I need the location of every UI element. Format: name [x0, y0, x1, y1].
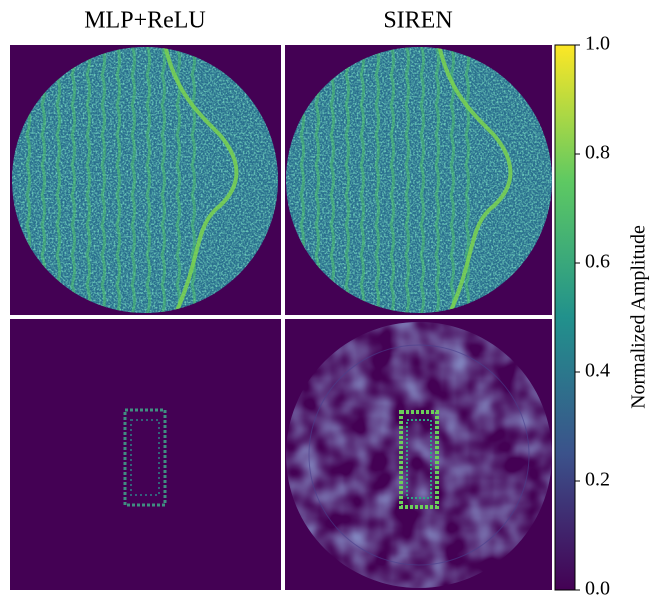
- ripple: [130, 47, 136, 313]
- ridge: [163, 47, 239, 313]
- ripple: [100, 47, 106, 313]
- ripple: [359, 47, 365, 313]
- ripple: [419, 47, 425, 313]
- ripple: [389, 47, 395, 313]
- ripple: [115, 47, 121, 313]
- column-title: SIREN: [383, 8, 452, 34]
- colorbar: [554, 44, 576, 591]
- colorbar-tick-label: 1.0: [585, 33, 610, 55]
- colorbar-tick-label: 0.4: [585, 360, 610, 382]
- colorbar-label: Normalized Amplitude: [628, 225, 650, 409]
- ripple: [145, 47, 151, 313]
- ripple: [85, 47, 91, 313]
- image-noise: [12, 47, 278, 313]
- colorbar-tick-label: 0.6: [585, 251, 610, 273]
- colorbar-tick-label: 0.0: [585, 578, 610, 599]
- ripple: [449, 47, 455, 313]
- image-noise: [286, 47, 552, 313]
- ripple: [190, 47, 196, 313]
- ripple: [55, 47, 61, 313]
- colorbar-tick-label: 0.2: [585, 469, 610, 491]
- error-image: [286, 322, 552, 588]
- ripple: [464, 47, 470, 313]
- colorbar-tick-label: 0.8: [585, 142, 610, 164]
- ripple: [344, 47, 350, 313]
- column-title: MLP+ReLU: [84, 8, 206, 34]
- error-image: [123, 408, 167, 507]
- ridge: [437, 47, 513, 313]
- ripple: [374, 47, 380, 313]
- ripple: [434, 47, 440, 313]
- ripple: [70, 47, 76, 313]
- ripple: [160, 47, 166, 313]
- ripple: [329, 47, 335, 313]
- ripple: [404, 47, 410, 313]
- reconstruction-image: [12, 47, 278, 313]
- reconstruction-image: [286, 47, 552, 313]
- panel-background: [10, 319, 281, 590]
- ripple: [175, 47, 181, 313]
- panels: [10, 45, 552, 590]
